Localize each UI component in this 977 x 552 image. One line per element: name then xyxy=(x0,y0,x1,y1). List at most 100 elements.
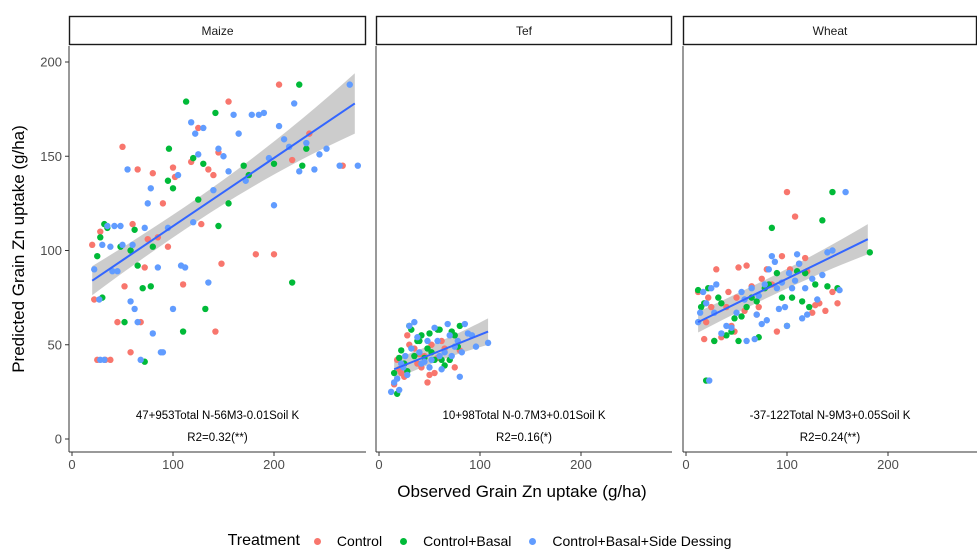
point-control-basal-side-dessing xyxy=(404,371,411,379)
point-control-basal-side-dessing xyxy=(406,322,413,330)
equation-label: -37-122Total N-9M3+0.05Soil K xyxy=(750,410,911,422)
point-control-basal-side-dessing xyxy=(708,285,715,292)
point-control-basal xyxy=(735,337,742,345)
point-control-basal-side-dessing xyxy=(753,311,760,318)
point-control xyxy=(169,164,177,171)
point-control-basal-side-dessing xyxy=(280,136,288,143)
point-control-basal xyxy=(212,109,219,117)
point-control-basal xyxy=(718,300,725,307)
point-control-basal xyxy=(169,185,177,192)
x-tick-label: 0 xyxy=(375,457,382,472)
x-tick-label: 200 xyxy=(570,457,592,472)
point-control-basal-side-dessing xyxy=(296,168,303,175)
point-control xyxy=(822,307,829,315)
point-control-basal-side-dessing xyxy=(426,364,433,371)
point-control xyxy=(778,252,786,260)
point-control-basal-side-dessing xyxy=(416,349,423,356)
legend-item-control: Control xyxy=(313,533,382,549)
strip-tef xyxy=(375,15,673,46)
point-control-basal-side-dessing xyxy=(169,305,177,313)
x-tick-label: 100 xyxy=(776,457,798,472)
point-control-basal-side-dessing xyxy=(795,260,803,267)
point-control-basal xyxy=(288,279,296,286)
point-control xyxy=(129,220,136,228)
point-control-basal-side-dessing xyxy=(408,345,415,352)
point-control-basal-side-dessing xyxy=(134,318,141,326)
point-control-basal-side-dessing xyxy=(793,251,801,258)
point-control xyxy=(159,200,167,207)
fit-line xyxy=(697,238,869,324)
point-control-basal xyxy=(451,332,458,339)
point-control-basal-side-dessing xyxy=(154,264,162,271)
x-tick-label: 100 xyxy=(162,457,184,472)
facet-tef: Tef 0 100 200 10+98Total N-0.7M3+0.01Soil K R… xyxy=(375,15,673,472)
point-control-basal-side-dessing xyxy=(428,356,435,364)
point-control xyxy=(703,318,710,326)
point-control-basal xyxy=(819,217,826,224)
point-control-basal-side-dessing xyxy=(137,356,144,364)
point-control xyxy=(164,243,172,250)
point-control-basal xyxy=(200,160,207,167)
point-control-basal-side-dessing xyxy=(763,317,770,324)
point-control-basal-side-dessing xyxy=(706,377,713,384)
point-control xyxy=(275,81,283,88)
point-control-basal xyxy=(270,160,278,167)
point-control-basal-side-dessing xyxy=(775,305,783,313)
point-control-basal-side-dessing xyxy=(411,318,418,326)
point-control-basal xyxy=(824,283,831,290)
point-control xyxy=(91,296,98,303)
strip-label-wheat: Wheat xyxy=(813,24,848,38)
point-control-basal xyxy=(147,283,154,290)
point-control-basal-side-dessing xyxy=(117,222,124,230)
point-control-basal-side-dessing xyxy=(99,241,106,249)
point-control-basal-side-dessing xyxy=(788,285,796,292)
point-control-basal-side-dessing xyxy=(119,241,126,249)
point-control-basal xyxy=(436,326,443,333)
point-control-basal-side-dessing xyxy=(195,151,202,158)
point-control-basal-side-dessing xyxy=(230,111,237,118)
legend-item-control-basal: Control+Basal xyxy=(400,533,511,549)
y-tick-label: 50 xyxy=(48,337,62,352)
point-control-basal-side-dessing xyxy=(311,166,318,173)
confidence-band xyxy=(698,224,868,333)
point-control xyxy=(121,283,128,290)
point-control-basal xyxy=(753,298,760,305)
strip-label-maize: Maize xyxy=(201,24,233,38)
legend: Treatment Control Control+Basal Control+… xyxy=(0,531,977,551)
point-control xyxy=(426,371,433,379)
point-control-basal-side-dessing xyxy=(472,343,480,350)
point-control-basal-side-dessing xyxy=(785,269,793,277)
point-control-basal-side-dessing xyxy=(255,111,263,118)
point-control-basal-side-dessing xyxy=(424,337,431,345)
y-tick-label: 100 xyxy=(40,243,62,258)
y-tick-label: 150 xyxy=(40,149,62,164)
point-control-basal-side-dessing xyxy=(275,122,283,130)
point-control-basal xyxy=(694,286,702,294)
point-control xyxy=(773,328,781,335)
point-control-basal-side-dessing xyxy=(421,358,428,365)
point-control xyxy=(451,364,458,371)
point-control-basal-side-dessing xyxy=(723,322,730,330)
point-control-basal-side-dessing xyxy=(127,298,134,305)
point-control xyxy=(705,294,712,301)
point-control-basal-side-dessing xyxy=(461,320,469,328)
point-control-basal xyxy=(149,243,156,250)
point-control xyxy=(252,251,260,258)
point-control-basal-side-dessing xyxy=(181,264,189,271)
point-control xyxy=(198,220,205,228)
point-control-basal xyxy=(390,369,398,377)
point-control xyxy=(809,309,816,316)
point-control-basal xyxy=(134,262,141,269)
point-control xyxy=(89,241,96,249)
point-control-basal-side-dessing xyxy=(819,271,826,279)
point-control xyxy=(735,264,742,271)
point-control-basal-side-dessing xyxy=(323,145,330,152)
point-control-basal xyxy=(215,222,222,230)
point-control-basal xyxy=(296,81,303,88)
strip-label-tef: Tef xyxy=(516,24,533,38)
point-control-basal xyxy=(426,330,433,337)
point-control-basal-side-dessing xyxy=(124,166,131,173)
point-control xyxy=(404,332,411,339)
point-control-basal-side-dessing xyxy=(438,366,445,373)
